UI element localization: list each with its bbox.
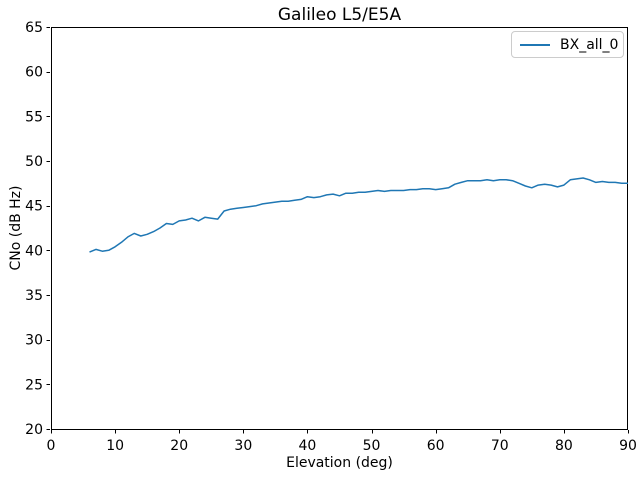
x-tick-label: 0 (47, 438, 56, 454)
y-axis-label: CNo (dB Hz) (8, 185, 24, 271)
x-axis-ticks: 0 10 20 30 40 50 60 70 80 90 (47, 430, 637, 454)
y-tick-label: 60 (25, 65, 43, 81)
y-tick-label: 40 (25, 243, 43, 259)
y-tick-label: 20 (25, 422, 43, 438)
chart-title: Galileo L5/E5A (277, 5, 402, 25)
y-tick-label: 65 (25, 20, 43, 36)
y-axis-ticks: 20 25 30 35 40 45 50 55 60 65 (25, 20, 50, 438)
x-tick-label: 90 (619, 438, 637, 454)
y-tick-label: 35 (25, 288, 43, 304)
legend: BX_all_0 (511, 31, 624, 58)
data-series (89, 177, 628, 253)
x-tick-label: 10 (106, 438, 124, 454)
y-tick-label: 50 (25, 154, 43, 170)
y-tick-label: 55 (25, 109, 43, 125)
legend-label: BX_all_0 (560, 36, 619, 53)
x-tick-label: 70 (491, 438, 509, 454)
x-tick-label: 50 (363, 438, 381, 454)
series-line-BX_all_0 (89, 177, 628, 253)
x-tick-label: 20 (170, 438, 188, 454)
x-tick-label: 60 (427, 438, 445, 454)
y-tick-label: 45 (25, 199, 43, 215)
x-tick-label: 30 (234, 438, 252, 454)
x-tick-label: 40 (299, 438, 317, 454)
x-tick-label: 80 (555, 438, 573, 454)
axes-frame (51, 27, 628, 430)
y-tick-label: 25 (25, 377, 43, 393)
x-axis-label: Elevation (deg) (286, 455, 393, 471)
legend-line-sample (520, 43, 550, 46)
y-tick-label: 30 (25, 333, 43, 349)
